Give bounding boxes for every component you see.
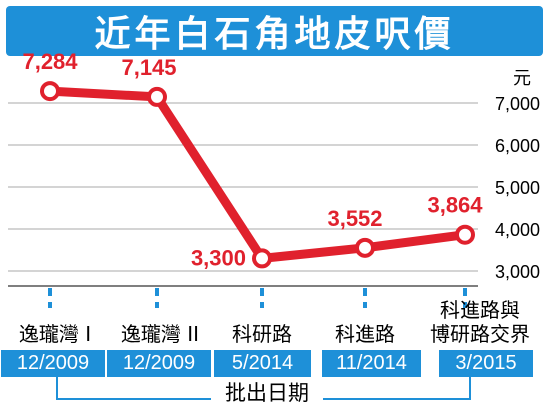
data-label: 7,145 (121, 55, 176, 80)
chart-title-bar: 近年白石角地皮呎價 (6, 6, 543, 56)
category-label-line: 科進路 (335, 322, 395, 346)
x-axis-label: 批出日期 (211, 378, 323, 408)
date-label: 3/2015 (439, 350, 533, 377)
category-label: 科進路與 博研路交界 (420, 298, 540, 346)
date-label: 12/2009 (1, 350, 105, 377)
date-label: 5/2014 (214, 350, 311, 377)
y-tick-label: 7,000 (495, 94, 540, 114)
series-line (45, 86, 470, 263)
y-tick-label: 6,000 (495, 136, 540, 156)
data-point (147, 86, 167, 107)
category-label-line: 科進路與 (440, 298, 520, 322)
date-label: 12/2009 (107, 350, 211, 377)
category-label: 科進路 (310, 322, 420, 346)
y-tick-label: 3,000 (495, 262, 540, 282)
data-label: 7,284 (22, 49, 78, 74)
category-label-line: 逸瓏灣 I (18, 322, 92, 346)
data-label: 3,552 (327, 206, 382, 231)
category-label: 逸瓏灣 II (105, 322, 215, 346)
category-label-line: 逸瓏灣 II (120, 322, 200, 346)
data-point (40, 81, 60, 102)
y-axis-unit: 元 (513, 68, 531, 89)
category-label: 科研路 (207, 322, 317, 346)
data-label: 3,864 (427, 193, 483, 218)
y-tick-label: 4,000 (495, 220, 540, 240)
data-point (355, 237, 375, 258)
y-tick-label: 5,000 (495, 178, 540, 198)
data-point (252, 248, 272, 269)
category-label-line: 博研路交界 (430, 322, 530, 346)
chart-title: 近年白石角地皮呎價 (94, 14, 455, 55)
category-label: 逸瓏灣 I (0, 322, 110, 346)
data-label: 3,300 (191, 245, 246, 270)
category-label-line: 科研路 (232, 322, 292, 346)
date-label: 11/2014 (322, 350, 421, 377)
data-point (455, 224, 475, 245)
